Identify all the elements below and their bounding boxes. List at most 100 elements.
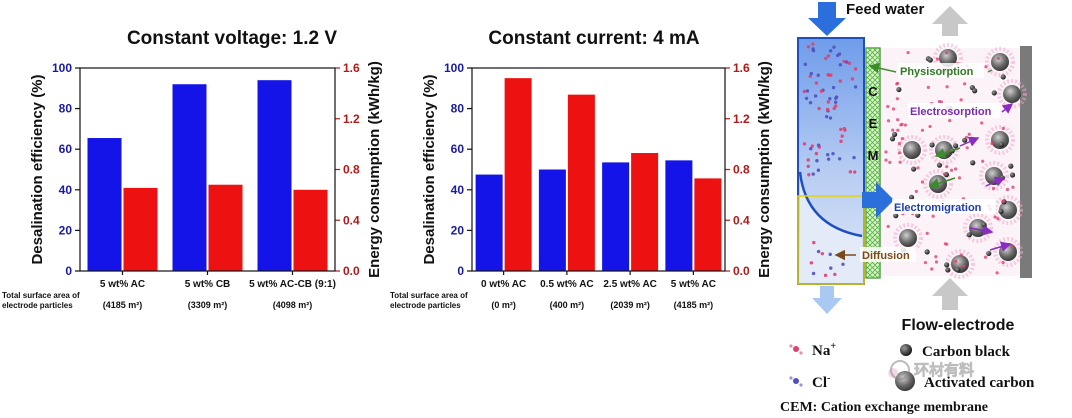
sodium-ion — [807, 173, 811, 177]
sodium-ion — [895, 82, 899, 86]
carbon-black-particle — [936, 162, 943, 168]
sodium-ion — [806, 45, 811, 49]
feed-water-arrow — [808, 2, 846, 36]
y-tick-label: 80 — [59, 102, 73, 116]
sodium-ion — [903, 123, 908, 127]
chloride-ion — [813, 94, 818, 98]
sodium-ion — [812, 240, 816, 245]
sodium-ion — [842, 126, 847, 131]
carbon-black-particle — [1008, 163, 1014, 169]
chloride-ion — [828, 49, 833, 53]
chloride-ion — [809, 71, 814, 76]
cem-letter-c: C — [868, 84, 878, 99]
legend: Na+ Cl- Carbon black Activated carbon CE… — [780, 341, 1035, 415]
y-axis-right-ticks: 0.0 0.4 0.8 1.2 1.6 — [335, 61, 360, 278]
sodium-ion — [996, 217, 1000, 221]
chloride-ion — [811, 172, 815, 176]
x-tick-sublabel: (2039 m²) — [610, 300, 650, 310]
carbon-black-particle — [1009, 172, 1016, 178]
carbon-black-particle — [908, 194, 915, 200]
x-tick-sublabel: (0 m²) — [491, 300, 516, 310]
sodium-ion — [888, 160, 892, 164]
y-tick-label: 40 — [59, 183, 73, 197]
activated-carbon-particle — [991, 53, 1009, 71]
surface-area-label-line1: Total surface area of — [390, 291, 468, 300]
carbon-black-particle — [998, 208, 1004, 214]
chloride-ion — [831, 151, 835, 156]
sodium-ion — [954, 259, 958, 263]
sodium-ion — [884, 158, 888, 162]
activated-carbon-particle — [1003, 85, 1021, 103]
chloride-ion — [816, 249, 821, 254]
chart-title: Constant current: 4 mA — [488, 28, 699, 49]
x-tick-label: 5 wt% AC-CB (9:1) — [249, 279, 336, 290]
surface-area-label-line2: electrode particles — [390, 301, 461, 310]
y-tick-label: 40 — [451, 183, 465, 197]
sodium-ion — [820, 251, 825, 256]
x-tick-label: 5 wt% AC — [100, 279, 145, 290]
carbon-black-icon — [900, 344, 912, 356]
sodium-ion — [895, 97, 899, 101]
chloride-ion — [853, 85, 858, 89]
chart-title: Constant voltage: 1.2 V — [127, 28, 337, 49]
sodium-ion — [896, 118, 900, 122]
electromigration-arrow — [862, 182, 894, 218]
electrosorption-arrow — [969, 225, 994, 236]
bar-energy — [123, 187, 158, 271]
fcdi-schematic: Feed water C E M Physisorption Electroso… — [780, 1, 1035, 415]
legend-carbon-black: Carbon black — [922, 344, 1011, 360]
sodium-ion — [906, 51, 910, 55]
current-collector — [1020, 46, 1032, 278]
electrosorption-label: Electrosorption — [910, 106, 992, 118]
carbon-black-particle — [927, 57, 933, 63]
carbon-black-particle — [986, 250, 992, 257]
carbon-black-particle — [944, 262, 950, 268]
bar-energy — [208, 184, 243, 271]
sodium-ion — [839, 139, 843, 144]
sodium-ion — [819, 89, 824, 93]
sodium-ion — [838, 79, 842, 83]
carbon-black-particle — [955, 267, 961, 273]
electrosorption-arrow — [959, 136, 980, 147]
bar-energy — [694, 178, 722, 271]
surface-area-label-line2: electrode particles — [2, 301, 73, 310]
chloride-ion — [852, 155, 856, 160]
sodium-ion — [833, 272, 837, 277]
bar-efficiency — [538, 169, 566, 271]
x-axis-ticks: 0 wt% AC (0 m²) 0.5 wt% AC (400 m²) 2.5 wt% … — [481, 271, 716, 310]
sodium-ion — [806, 158, 810, 162]
sodium-ion — [923, 261, 928, 265]
sodium-ion — [824, 56, 828, 61]
sodium-ion — [957, 176, 962, 180]
diffusion-zone-outline — [797, 195, 865, 285]
x-tick-label: 2.5 wt% AC — [603, 279, 657, 290]
cem-letter-e: E — [869, 116, 878, 131]
carbon-black-particle — [981, 221, 987, 228]
bar-group — [475, 78, 722, 272]
carbon-black-particle — [945, 267, 951, 273]
chloride-ion — [833, 100, 838, 104]
y-axis-label: Desalination efficiency (%) — [29, 74, 46, 264]
sodium-ion — [993, 215, 997, 219]
cem-letter-m: M — [868, 148, 879, 163]
bar-efficiency — [665, 160, 693, 271]
sodium-ion-marker — [793, 346, 799, 352]
sodium-ion — [925, 231, 929, 235]
sodium-ion — [802, 89, 807, 94]
carbon-black-particle — [962, 137, 968, 143]
y-tick-label: 60 — [59, 142, 73, 156]
sodium-ion — [825, 107, 830, 112]
surface-area-label-line1: Total surface area of — [2, 291, 80, 300]
sodium-ion — [817, 106, 821, 111]
chloride-ion — [834, 95, 839, 99]
carbon-black-particle — [1000, 74, 1006, 80]
activated-carbon-particle — [999, 201, 1017, 219]
sodium-ion — [967, 132, 971, 136]
chloride-ion — [838, 63, 842, 67]
sodium-ion — [839, 127, 843, 132]
sodium-ion — [939, 100, 943, 104]
sodium-ion — [891, 107, 896, 111]
sodium-ion — [954, 167, 958, 171]
y2-tick-label: 0.0 — [343, 264, 360, 278]
y2-tick-label: 1.2 — [733, 112, 750, 126]
